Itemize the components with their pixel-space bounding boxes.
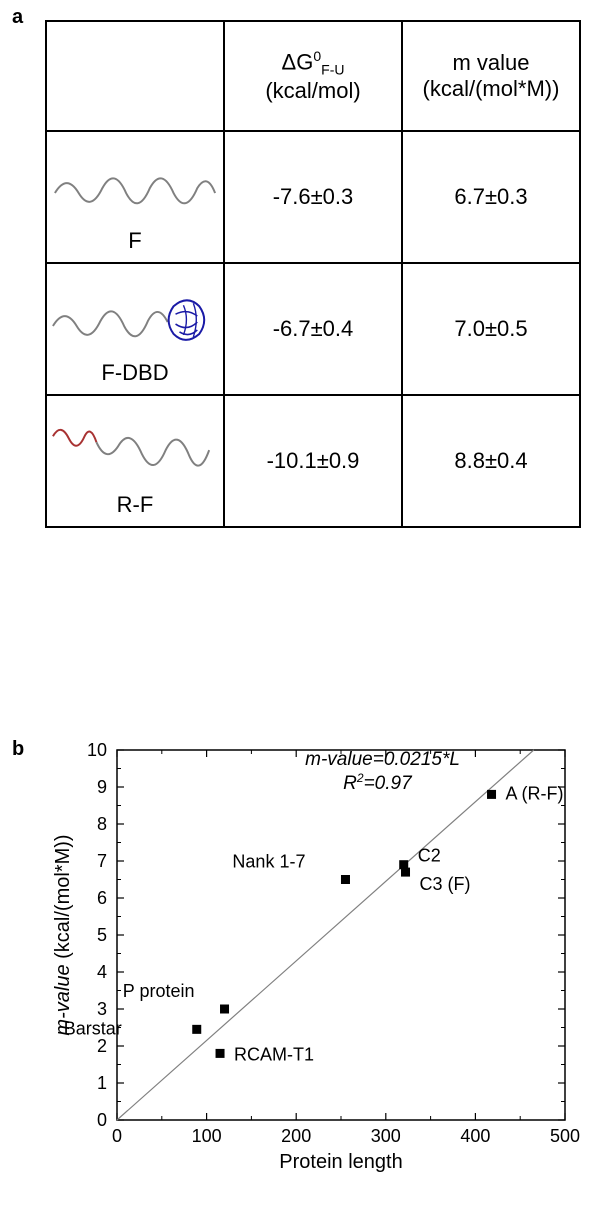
table-row: F -7.6±0.3 6.7±0.3	[46, 131, 580, 263]
cell-m: 8.8±0.4	[402, 395, 580, 527]
r-extension-icon	[53, 430, 97, 446]
cell-m: 6.7±0.3	[402, 131, 580, 263]
y-tick-label: 4	[97, 962, 107, 982]
table-row: F-DBD -6.7±0.4 7.0±0.5	[46, 263, 580, 395]
y-tick-label: 8	[97, 814, 107, 834]
table-header-dG: ΔG0F-U (kcal/mol)	[224, 21, 402, 131]
y-tick-label: 1	[97, 1073, 107, 1093]
data-point	[216, 1049, 225, 1058]
thermo-table-wrap: ΔG0F-U (kcal/mol) m value (kcal/(mol*M))…	[45, 20, 580, 528]
thermo-table: ΔG0F-U (kcal/mol) m value (kcal/(mol*M))…	[45, 20, 581, 528]
cell-dG: -7.6±0.3	[224, 131, 402, 263]
panel-a-label: a	[12, 6, 23, 29]
y-tick-label: 5	[97, 925, 107, 945]
data-point	[220, 1005, 229, 1014]
cell-dG: -6.7±0.4	[224, 263, 402, 395]
x-tick-label: 300	[371, 1126, 401, 1146]
protein-cell-F: F	[46, 131, 224, 263]
y-tick-label: 0	[97, 1110, 107, 1130]
data-point	[401, 868, 410, 877]
fit-line	[117, 750, 534, 1120]
point-label: Nank 1-7	[232, 852, 305, 872]
y-tick-label: 6	[97, 888, 107, 908]
point-label: Barstar	[64, 1018, 122, 1038]
x-tick-label: 500	[550, 1126, 580, 1146]
table-row: R-F -10.1±0.9 8.8±0.4	[46, 395, 580, 527]
protein-label: R-F	[117, 492, 154, 518]
x-axis-title: Protein length	[279, 1151, 402, 1173]
fit-equation: m-value=0.0215*L	[305, 749, 460, 770]
data-point	[341, 875, 350, 884]
x-tick-label: 100	[192, 1126, 222, 1146]
protein-cell-F-DBD: F-DBD	[46, 263, 224, 395]
y-tick-label: 10	[87, 740, 107, 760]
plot-frame	[117, 750, 565, 1120]
point-label: RCAM-T1	[234, 1044, 314, 1064]
data-point	[192, 1025, 201, 1034]
x-tick-label: 0	[112, 1126, 122, 1146]
y-tick-label: 9	[97, 777, 107, 797]
mvalue-chart: 0100200300400500012345678910Protein leng…	[45, 740, 575, 1180]
figure-root: a ΔG0F-U (kcal/mol) m value (kcal/(mol*M…	[0, 0, 593, 1209]
table-header-blank	[46, 21, 224, 131]
x-tick-label: 200	[281, 1126, 311, 1146]
y-tick-label: 3	[97, 999, 107, 1019]
point-label: C2	[418, 846, 441, 866]
y-tick-label: 7	[97, 851, 107, 871]
point-label: C3 (F)	[420, 874, 471, 894]
protein-label: F	[128, 228, 141, 254]
data-point	[487, 790, 496, 799]
panel-b-label: b	[12, 738, 24, 761]
dbd-domain-icon	[169, 300, 205, 340]
fit-r2: R2=0.97	[343, 771, 413, 794]
point-label: P protein	[123, 981, 195, 1001]
protein-label: F-DBD	[101, 360, 168, 386]
table-header-row: ΔG0F-U (kcal/mol) m value (kcal/(mol*M))	[46, 21, 580, 131]
cell-dG: -10.1±0.9	[224, 395, 402, 527]
x-tick-label: 400	[460, 1126, 490, 1146]
y-axis-title: m-value (kcal/(mol*M))	[52, 834, 74, 1035]
chart-svg: 0100200300400500012345678910Protein leng…	[45, 740, 575, 1180]
y-tick-label: 2	[97, 1036, 107, 1056]
point-label: A (R-F)	[506, 783, 564, 803]
protein-cell-R-F: R-F	[46, 395, 224, 527]
table-header-m: m value (kcal/(mol*M))	[402, 21, 580, 131]
cell-m: 7.0±0.5	[402, 263, 580, 395]
